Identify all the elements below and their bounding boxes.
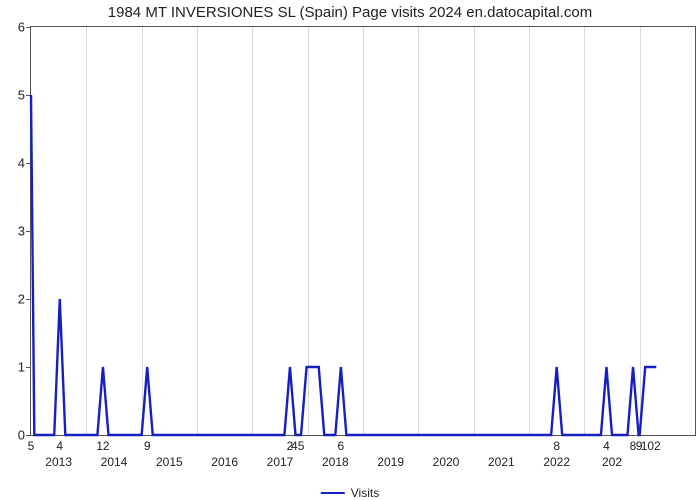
y-tick-label: 6 [18, 20, 25, 35]
x-value-label: 12 [96, 435, 109, 453]
page-frame: 1984 MT INVERSIONES SL (Spain) Page visi… [0, 0, 700, 500]
x-value-label: 102 [641, 435, 661, 453]
x-value-label: 9 [144, 435, 151, 453]
y-tick-label: 1 [18, 360, 25, 375]
chart-title: 1984 MT INVERSIONES SL (Spain) Page visi… [0, 4, 700, 21]
legend-label: Visits [351, 486, 379, 500]
y-tick-label: 3 [18, 224, 25, 239]
y-tick-label: 4 [18, 156, 25, 171]
plot-inner: 0123456201320142015201620172018201920202… [31, 27, 695, 435]
x-year-label: 2021 [488, 435, 515, 469]
y-tick-label: 2 [18, 292, 25, 307]
x-year-label: 2015 [156, 435, 183, 469]
series-line [31, 27, 695, 435]
x-value-label: 5 [28, 435, 35, 453]
plot-area: 0123456201320142015201620172018201920202… [30, 26, 696, 436]
x-year-label: 2020 [433, 435, 460, 469]
x-value-label: 4 [603, 435, 610, 453]
legend: Visits [321, 486, 379, 500]
x-year-label: 2016 [211, 435, 238, 469]
x-year-label: 2018 [322, 435, 349, 469]
y-tick-label: 5 [18, 88, 25, 103]
x-year-label: 2019 [377, 435, 404, 469]
x-value-label: 8 [553, 435, 560, 453]
x-value-label: 6 [338, 435, 345, 453]
y-tick-label: 0 [18, 428, 25, 443]
x-value-label: 4 [56, 435, 63, 453]
legend-swatch [321, 492, 345, 494]
x-value-label: 45 [291, 435, 304, 453]
